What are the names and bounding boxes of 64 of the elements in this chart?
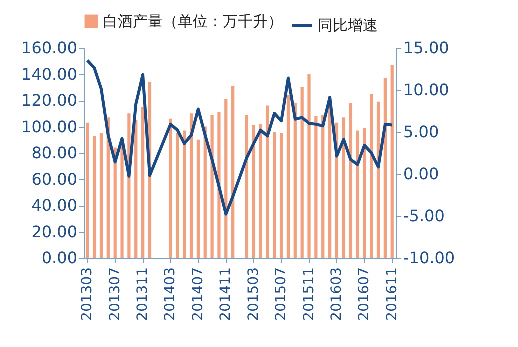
legend-label: 同比增速 [318, 16, 378, 34]
y2-tick-label: 15.00 [404, 38, 450, 58]
y-tick-label: 20.00 [32, 222, 78, 242]
x-tick-label: 201511 [301, 268, 318, 321]
bar [322, 114, 325, 258]
y-tick-label: 40.00 [32, 196, 78, 215]
bar [356, 130, 360, 258]
x-tick-label: 201311 [135, 268, 152, 321]
y2-tick-label: -10.00 [404, 248, 456, 268]
bar [169, 118, 172, 258]
bar [390, 65, 394, 258]
bar [308, 74, 311, 258]
bar [266, 106, 270, 258]
bar [280, 133, 284, 258]
bar [224, 99, 228, 258]
bar [314, 116, 318, 258]
bar [252, 125, 256, 258]
x-tick-label: 201607 [356, 268, 373, 321]
bar [93, 136, 96, 258]
bar [370, 94, 374, 258]
bar [176, 133, 180, 258]
x-tick-label: 201611 [384, 268, 400, 321]
bar [196, 140, 200, 258]
bar [286, 95, 290, 258]
bar [245, 114, 248, 258]
x-tick-label: 201507 [274, 268, 290, 321]
y-tick-label: 160.00 [22, 38, 78, 58]
bar [210, 114, 214, 258]
y-tick-label: 0.00 [42, 248, 78, 268]
y2-tick-label: 5.00 [404, 122, 440, 142]
x-tick-label: 201403 [162, 268, 179, 321]
bar [218, 112, 221, 258]
x-tick-label: 201411 [218, 268, 234, 321]
bar [273, 132, 276, 258]
x-tick-label: 201307 [107, 268, 124, 321]
bar [384, 78, 387, 258]
x-tick-label: 201603 [328, 268, 345, 321]
bar [141, 107, 145, 258]
bar [349, 103, 352, 258]
bar [190, 114, 194, 258]
bar [86, 122, 90, 258]
y-tick-label: 100.00 [22, 117, 78, 136]
bar [232, 86, 235, 258]
bar [259, 124, 262, 258]
x-tick-label: 201303 [80, 268, 96, 321]
bar [134, 120, 138, 258]
bar [342, 118, 346, 258]
bar [100, 133, 104, 258]
bar [300, 87, 304, 258]
y-tick-label: 120.00 [22, 91, 78, 110]
x-tick-label: 201503 [246, 268, 262, 321]
y2-tick-label: 10.00 [404, 80, 450, 100]
bar [294, 103, 297, 258]
x-tick-label: 201407 [190, 268, 206, 321]
y-tick-label: 140.00 [22, 64, 78, 84]
legend-label: 白酒产量（单位：万千升） [103, 12, 283, 30]
bar [120, 145, 124, 258]
y2-tick-label: 0.00 [404, 164, 440, 184]
bar [183, 130, 186, 258]
y-tick-label: 60.00 [32, 170, 78, 189]
y-tick-label: 80.00 [32, 144, 78, 162]
line-series [86, 59, 394, 216]
y2-tick-label: -5.00 [404, 206, 445, 226]
bar [363, 128, 366, 258]
